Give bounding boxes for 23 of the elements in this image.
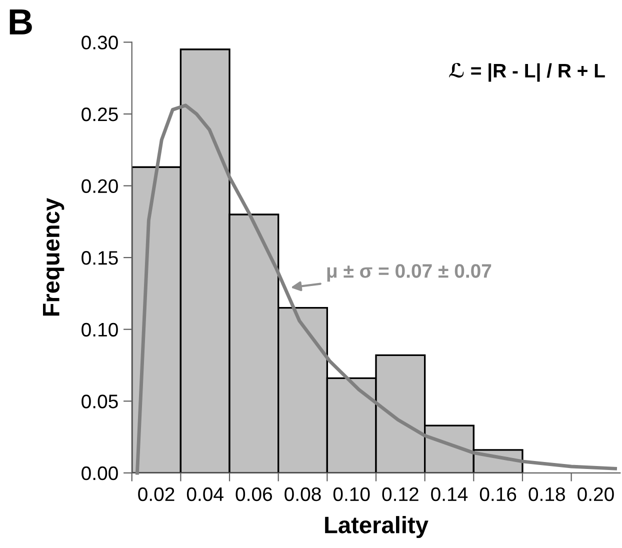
y-tick-label: 0.05 [82,394,118,408]
x-tick-label: 0.04 [186,487,224,502]
y-axis-title: Frequency [43,198,64,316]
text: B [10,10,32,34]
x-axis-title: Laterality [325,516,428,538]
x-tick-label: 0.16 [480,487,516,502]
annotation: μ ± σ = 0.07 ± 0.07 [327,264,492,282]
y-tick-label: 0.20 [82,179,118,194]
annotation: ℒ = |R - L| / R + L [449,62,605,82]
y-tick-label: 0.30 [82,36,118,50]
y-tick-label: 0.10 [82,322,118,337]
x-tick-label: 0.18 [528,487,565,502]
x-tick-label: 0.14 [431,487,468,502]
x-tick-label: 0.08 [284,487,321,502]
x-tick-label: 0.20 [578,487,614,502]
line-series [136,104,617,475]
y-tick-label: 0.15 [82,251,118,265]
x-tick-label: 0.10 [333,487,370,502]
x-tick-label: 0.12 [382,487,418,502]
y-tick-label: 0.00 [82,466,118,480]
x-tick-label: 0.06 [236,487,272,502]
x-tick-label: 0.02 [138,487,174,502]
y-tick-label: 0.25 [82,107,118,122]
